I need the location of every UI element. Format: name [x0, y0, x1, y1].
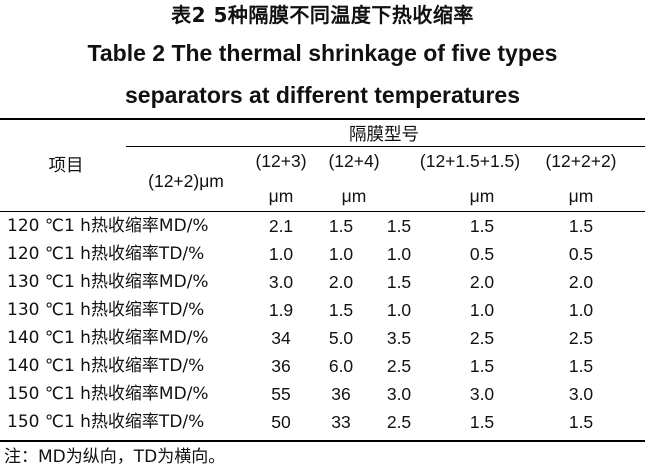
cell-value: 1.0: [268, 244, 294, 264]
bottom-rule: [0, 440, 645, 442]
cell-value: 1.5: [469, 356, 495, 376]
table-title-chinese: 表2 5种隔膜不同温度下热收缩率: [171, 3, 474, 27]
row-label: 150 ℃1 h热收缩率MD/%: [7, 384, 209, 404]
table-note: 注：MD为纵向，TD为横向。: [4, 447, 226, 467]
cell-value: 1.5: [568, 356, 594, 376]
table-row: 150 ℃1 h热收缩率TD/% 50 33 2.5 1.5 1.5: [0, 411, 645, 433]
row-label: 150 ℃1 h热收缩率TD/%: [7, 412, 205, 432]
cell-value: 2.5: [386, 356, 412, 376]
header-rule: [0, 211, 645, 212]
table-row: 120 ℃1 h热收缩率TD/% 1.0 1.0 1.0 0.5 0.5: [0, 243, 645, 265]
table-title-english-line-2: separators at different temperatures: [125, 82, 520, 108]
cell-value: 3.0: [469, 384, 495, 404]
cell-value: 2.5: [568, 328, 594, 348]
header-separator-model: 隔膜型号: [349, 124, 419, 144]
cell-value: 3.0: [386, 384, 412, 404]
header-item: 项目: [48, 155, 84, 175]
cell-value: 1.5: [386, 272, 412, 292]
row-label: 130 ℃1 h热收缩率MD/%: [7, 272, 209, 292]
cell-value: 3.0: [268, 272, 294, 292]
cell-value: 1.5: [328, 216, 354, 236]
cell-value: 1.5: [568, 216, 594, 236]
cell-value: 2.5: [386, 412, 412, 432]
row-label: 130 ℃1 h热收缩率TD/%: [7, 300, 205, 320]
header-col-3-spec: (12+4): [328, 151, 380, 171]
row-label: 120 ℃1 h热收缩率TD/%: [7, 244, 205, 264]
cell-value: 3.0: [568, 384, 594, 404]
cell-value: 1.0: [469, 300, 495, 320]
header-col-5-unit: μm: [568, 186, 594, 206]
cell-value: 1.5: [386, 216, 412, 236]
cell-value: 3.5: [386, 328, 412, 348]
table-title-english-line-1: Table 2 The thermal shrinkage of five ty…: [87, 40, 558, 66]
cell-value: 55: [271, 384, 291, 404]
cell-value: 1.9: [268, 300, 294, 320]
cell-value: 1.5: [469, 216, 495, 236]
top-rule: [0, 118, 645, 120]
header-col-4-unit: μm: [469, 186, 495, 206]
cell-value: 1.0: [568, 300, 594, 320]
cell-value: 0.5: [469, 244, 495, 264]
cell-value: 0.5: [568, 244, 594, 264]
cell-value: 2.0: [328, 272, 354, 292]
cell-value: 36: [271, 356, 291, 376]
cell-value: 2.1: [268, 216, 294, 236]
table-row: 120 ℃1 h热收缩率MD/% 2.1 1.5 1.5 1.5 1.5: [0, 215, 645, 237]
cell-value: 2.0: [568, 272, 594, 292]
cell-value: 1.0: [386, 244, 412, 264]
cell-value: 1.0: [386, 300, 412, 320]
header-col-3-unit: μm: [341, 186, 367, 206]
cell-value: 33: [331, 412, 351, 432]
cell-value: 2.5: [469, 328, 495, 348]
group-underline: [126, 146, 645, 147]
table-row: 140 ℃1 h热收缩率MD/% 34 5.0 3.5 2.5 2.5: [0, 327, 645, 349]
cell-value: 5.0: [328, 328, 354, 348]
cell-value: 1.5: [328, 300, 354, 320]
table-row: 130 ℃1 h热收缩率MD/% 3.0 2.0 1.5 2.0 2.0: [0, 271, 645, 293]
cell-value: 34: [271, 328, 291, 348]
header-col-5-spec: (12+2+2): [545, 151, 617, 171]
header-col-4-spec: (12+1.5+1.5): [419, 151, 521, 171]
cell-value: 6.0: [328, 356, 354, 376]
header-col-2-unit: μm: [268, 186, 294, 206]
cell-value: 50: [271, 412, 291, 432]
table-row: 150 ℃1 h热收缩率MD/% 55 36 3.0 3.0 3.0: [0, 383, 645, 405]
row-label: 120 ℃1 h热收缩率MD/%: [7, 216, 209, 236]
cell-value: 1.0: [328, 244, 354, 264]
row-label: 140 ℃1 h热收缩率MD/%: [7, 328, 209, 348]
cell-value: 36: [331, 384, 351, 404]
cell-value: 1.5: [469, 412, 495, 432]
header-col-1: (12+2)μm: [148, 171, 224, 191]
header-col-2-spec: (12+3): [255, 151, 307, 171]
table-row: 130 ℃1 h热收缩率TD/% 1.9 1.5 1.0 1.0 1.0: [0, 299, 645, 321]
cell-value: 2.0: [469, 272, 495, 292]
row-label: 140 ℃1 h热收缩率TD/%: [7, 356, 205, 376]
table-row: 140 ℃1 h热收缩率TD/% 36 6.0 2.5 1.5 1.5: [0, 355, 645, 377]
cell-value: 1.5: [568, 412, 594, 432]
